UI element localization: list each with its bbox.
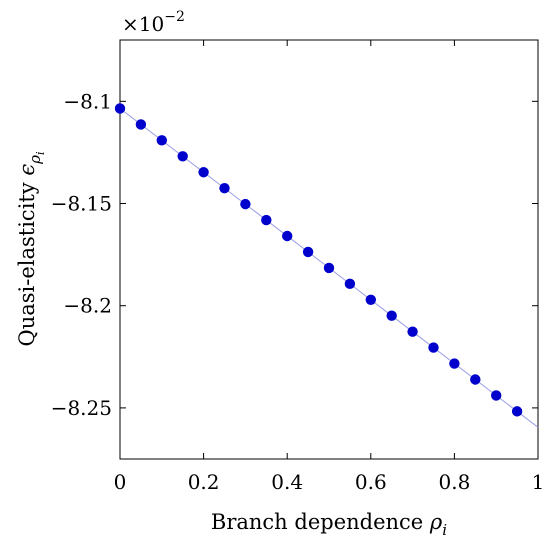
x-tick-label: 0.4: [271, 470, 303, 494]
data-point: [470, 374, 481, 385]
data-point: [407, 326, 418, 337]
y-tick-label: −8.15: [51, 192, 112, 216]
data-point: [135, 119, 147, 130]
x-tick-label: 0.2: [188, 470, 220, 494]
y-tick-label: −8.25: [51, 396, 112, 420]
data-point: [219, 182, 230, 194]
data-point: [365, 294, 376, 305]
y-multiplier-base: ×10: [122, 12, 164, 36]
x-tick-label: 0: [114, 470, 127, 494]
data-points: [114, 103, 523, 417]
x-axis-label: Branch dependence ρi: [211, 510, 447, 539]
plot-frame: [119, 39, 539, 460]
data-point: [386, 310, 397, 321]
data-point: [344, 278, 356, 290]
data-point: [114, 103, 126, 114]
x-tick-label: 0.6: [355, 470, 387, 494]
x-axis-label-subscript: i: [442, 521, 447, 539]
data-point: [282, 230, 293, 242]
x-axis-ticks: 0 0.2 0.4 0.6 0.8 1: [114, 40, 545, 494]
y-axis-label: Quasi-elasticity ϵρi: [15, 151, 47, 346]
y-multiplier-exponent: −2: [164, 9, 185, 25]
data-point: [302, 246, 314, 258]
data-point: [240, 198, 251, 210]
y-axis-label-text: Quasi-elasticity: [15, 182, 39, 346]
x-axis-label-text: Branch dependence: [211, 510, 423, 534]
y-multiplier-label: ×10−2: [122, 9, 185, 36]
y-tick-label: −8.1: [63, 89, 112, 113]
y-axis-label-subscript: ρ: [26, 155, 44, 165]
data-point: [261, 214, 272, 226]
x-tick-label: 1: [532, 470, 545, 494]
data-point: [491, 390, 502, 401]
data-point: [156, 135, 167, 146]
data-point: [323, 262, 335, 274]
data-point: [449, 358, 460, 369]
y-axis-label-subsubscript: i: [34, 151, 47, 155]
x-tick-label: 0.8: [438, 470, 470, 494]
x-axis-label-symbol: ρ: [429, 510, 443, 534]
y-tick-label: −8.2: [63, 294, 112, 318]
y-axis-ticks: −8.1 −8.15 −8.2 −8.25: [51, 89, 538, 420]
y-axis-label-symbol: ϵ: [15, 164, 39, 176]
data-point: [428, 342, 439, 353]
data-point: [511, 406, 523, 417]
data-point: [198, 167, 209, 178]
data-point: [177, 151, 188, 162]
